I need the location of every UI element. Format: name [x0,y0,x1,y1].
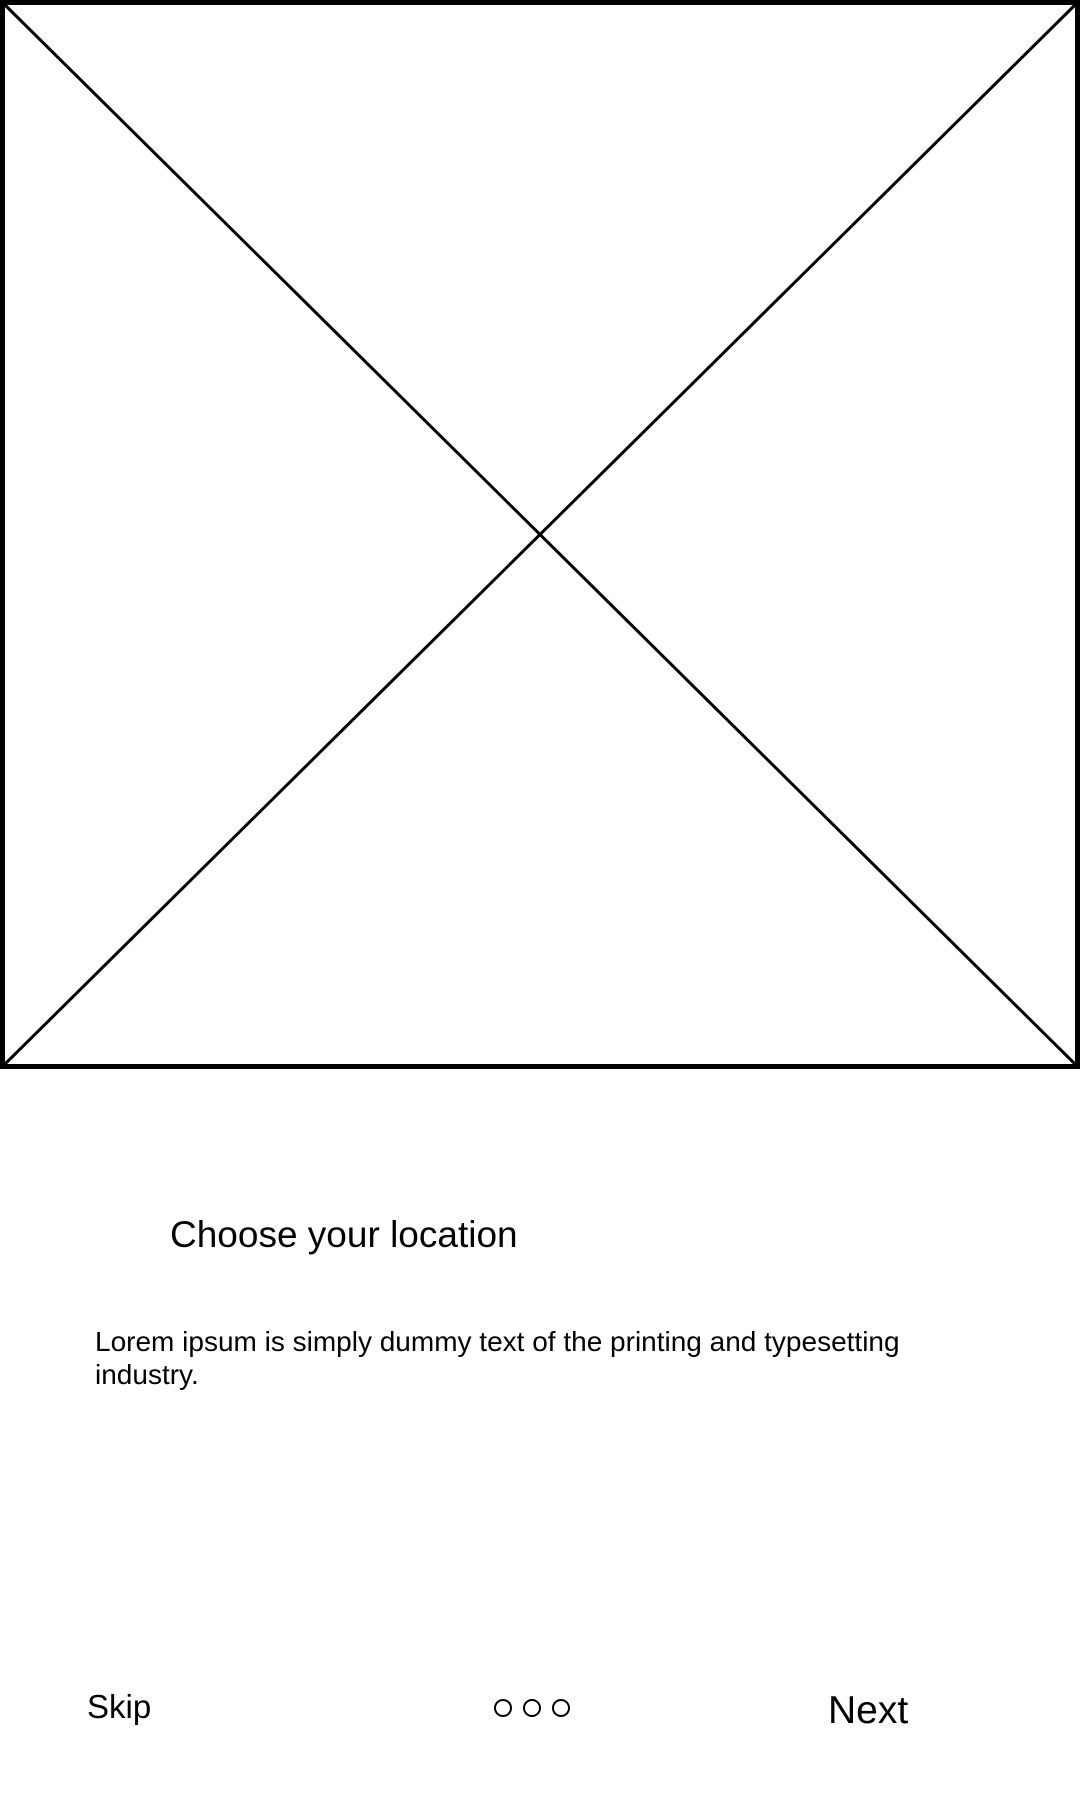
skip-button[interactable]: Skip [87,1688,152,1725]
page-indicator-dot[interactable] [494,1699,512,1717]
page-indicator-dot[interactable] [552,1699,570,1717]
page-indicator [494,1699,570,1717]
next-button[interactable]: Next [828,1689,909,1732]
image-placeholder-icon [0,0,1080,1069]
page-indicator-dot[interactable] [523,1699,541,1717]
description-text: Lorem ipsum is simply dummy text of the … [95,1326,900,1390]
page-title: Choose your location [170,1214,518,1255]
image-placeholder [0,0,1080,1069]
